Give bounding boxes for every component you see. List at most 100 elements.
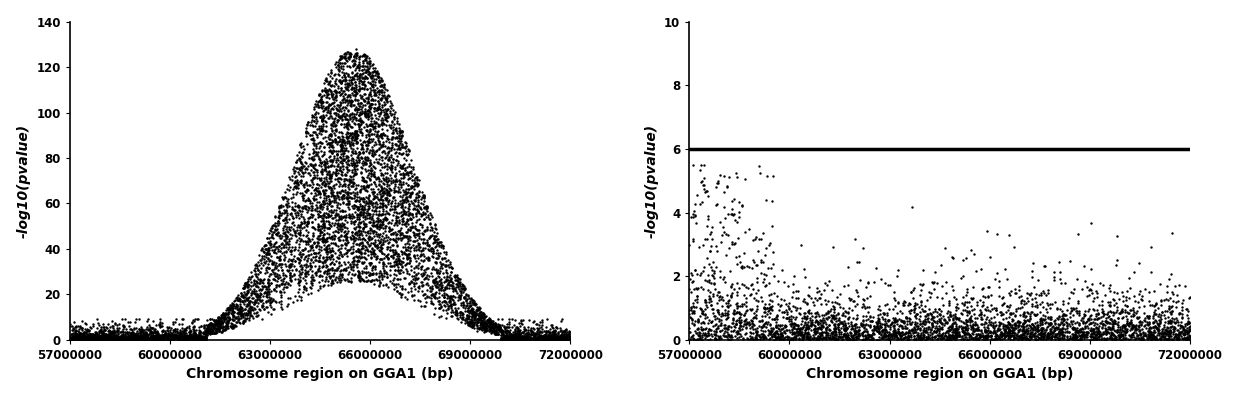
Point [315, 105, 335, 111]
Point [269, 260, 289, 267]
Point [336, 265, 356, 271]
Point [694, 319, 714, 326]
Point [67, 335, 87, 341]
Point [336, 142, 356, 148]
Point [248, 291, 268, 298]
Point [805, 336, 825, 343]
Point [399, 169, 419, 176]
Point [735, 310, 755, 316]
Point [781, 322, 800, 329]
Point [704, 310, 724, 316]
Point [259, 255, 279, 261]
Point [408, 174, 427, 180]
Point [699, 293, 719, 299]
Point [118, 336, 138, 342]
Point [348, 60, 368, 67]
Point [192, 336, 212, 342]
Point [372, 157, 392, 164]
Point [336, 146, 356, 153]
Point [292, 205, 312, 211]
Point [555, 327, 575, 333]
Point [328, 89, 348, 96]
Point [1131, 336, 1151, 343]
Point [296, 180, 316, 186]
Point [115, 336, 135, 342]
Point [771, 330, 790, 336]
Point [291, 224, 311, 231]
Point [353, 74, 373, 81]
Point [1044, 318, 1064, 324]
Point [363, 96, 383, 103]
Point [363, 217, 383, 224]
Point [321, 248, 341, 254]
Point [320, 261, 339, 267]
Point [338, 87, 358, 93]
Point [382, 226, 401, 232]
Point [336, 241, 356, 247]
Point [850, 333, 870, 339]
Point [357, 53, 377, 59]
Point [378, 251, 398, 258]
Point [508, 329, 528, 336]
Point [1052, 313, 1072, 319]
Point [413, 192, 432, 199]
Point [146, 332, 166, 338]
Point [292, 237, 312, 244]
Point [1119, 332, 1139, 338]
Point [1171, 323, 1191, 329]
Point [278, 201, 297, 208]
Point [684, 322, 704, 328]
Point [995, 326, 1015, 333]
Point [289, 171, 309, 178]
Point [352, 107, 372, 114]
Point [947, 325, 966, 331]
Point [790, 329, 810, 335]
Point [540, 326, 560, 332]
Point [463, 301, 483, 307]
Point [1173, 297, 1193, 303]
Point [1037, 309, 1057, 315]
Point [261, 232, 281, 238]
Point [1005, 323, 1025, 329]
Point [683, 162, 703, 168]
Point [367, 69, 387, 76]
Point [895, 334, 914, 340]
Point [380, 180, 400, 186]
Point [1026, 336, 1046, 343]
Point [384, 251, 404, 257]
Point [349, 241, 369, 247]
Point [545, 335, 565, 341]
Point [1049, 314, 1069, 320]
Point [326, 240, 346, 246]
Point [406, 263, 426, 269]
Point [875, 318, 895, 324]
Point [1094, 335, 1114, 341]
Point [930, 336, 950, 343]
Point [878, 332, 898, 338]
Point [856, 284, 876, 291]
Point [317, 91, 337, 97]
Point [727, 299, 747, 306]
Point [472, 312, 492, 319]
Point [1095, 328, 1115, 334]
Point [72, 332, 92, 338]
Point [254, 280, 274, 286]
Point [316, 268, 336, 274]
Point [549, 336, 569, 343]
Point [296, 233, 316, 239]
Point [1093, 331, 1113, 338]
Point [427, 230, 447, 236]
Point [289, 155, 309, 162]
Point [719, 322, 738, 329]
Point [440, 294, 460, 300]
Point [369, 225, 389, 232]
Point [178, 336, 198, 343]
Point [289, 282, 309, 289]
Point [337, 116, 357, 122]
Point [680, 329, 700, 335]
Point [425, 221, 445, 227]
Point [1149, 322, 1168, 328]
Point [332, 142, 352, 148]
Point [954, 332, 974, 339]
Point [1118, 328, 1137, 334]
